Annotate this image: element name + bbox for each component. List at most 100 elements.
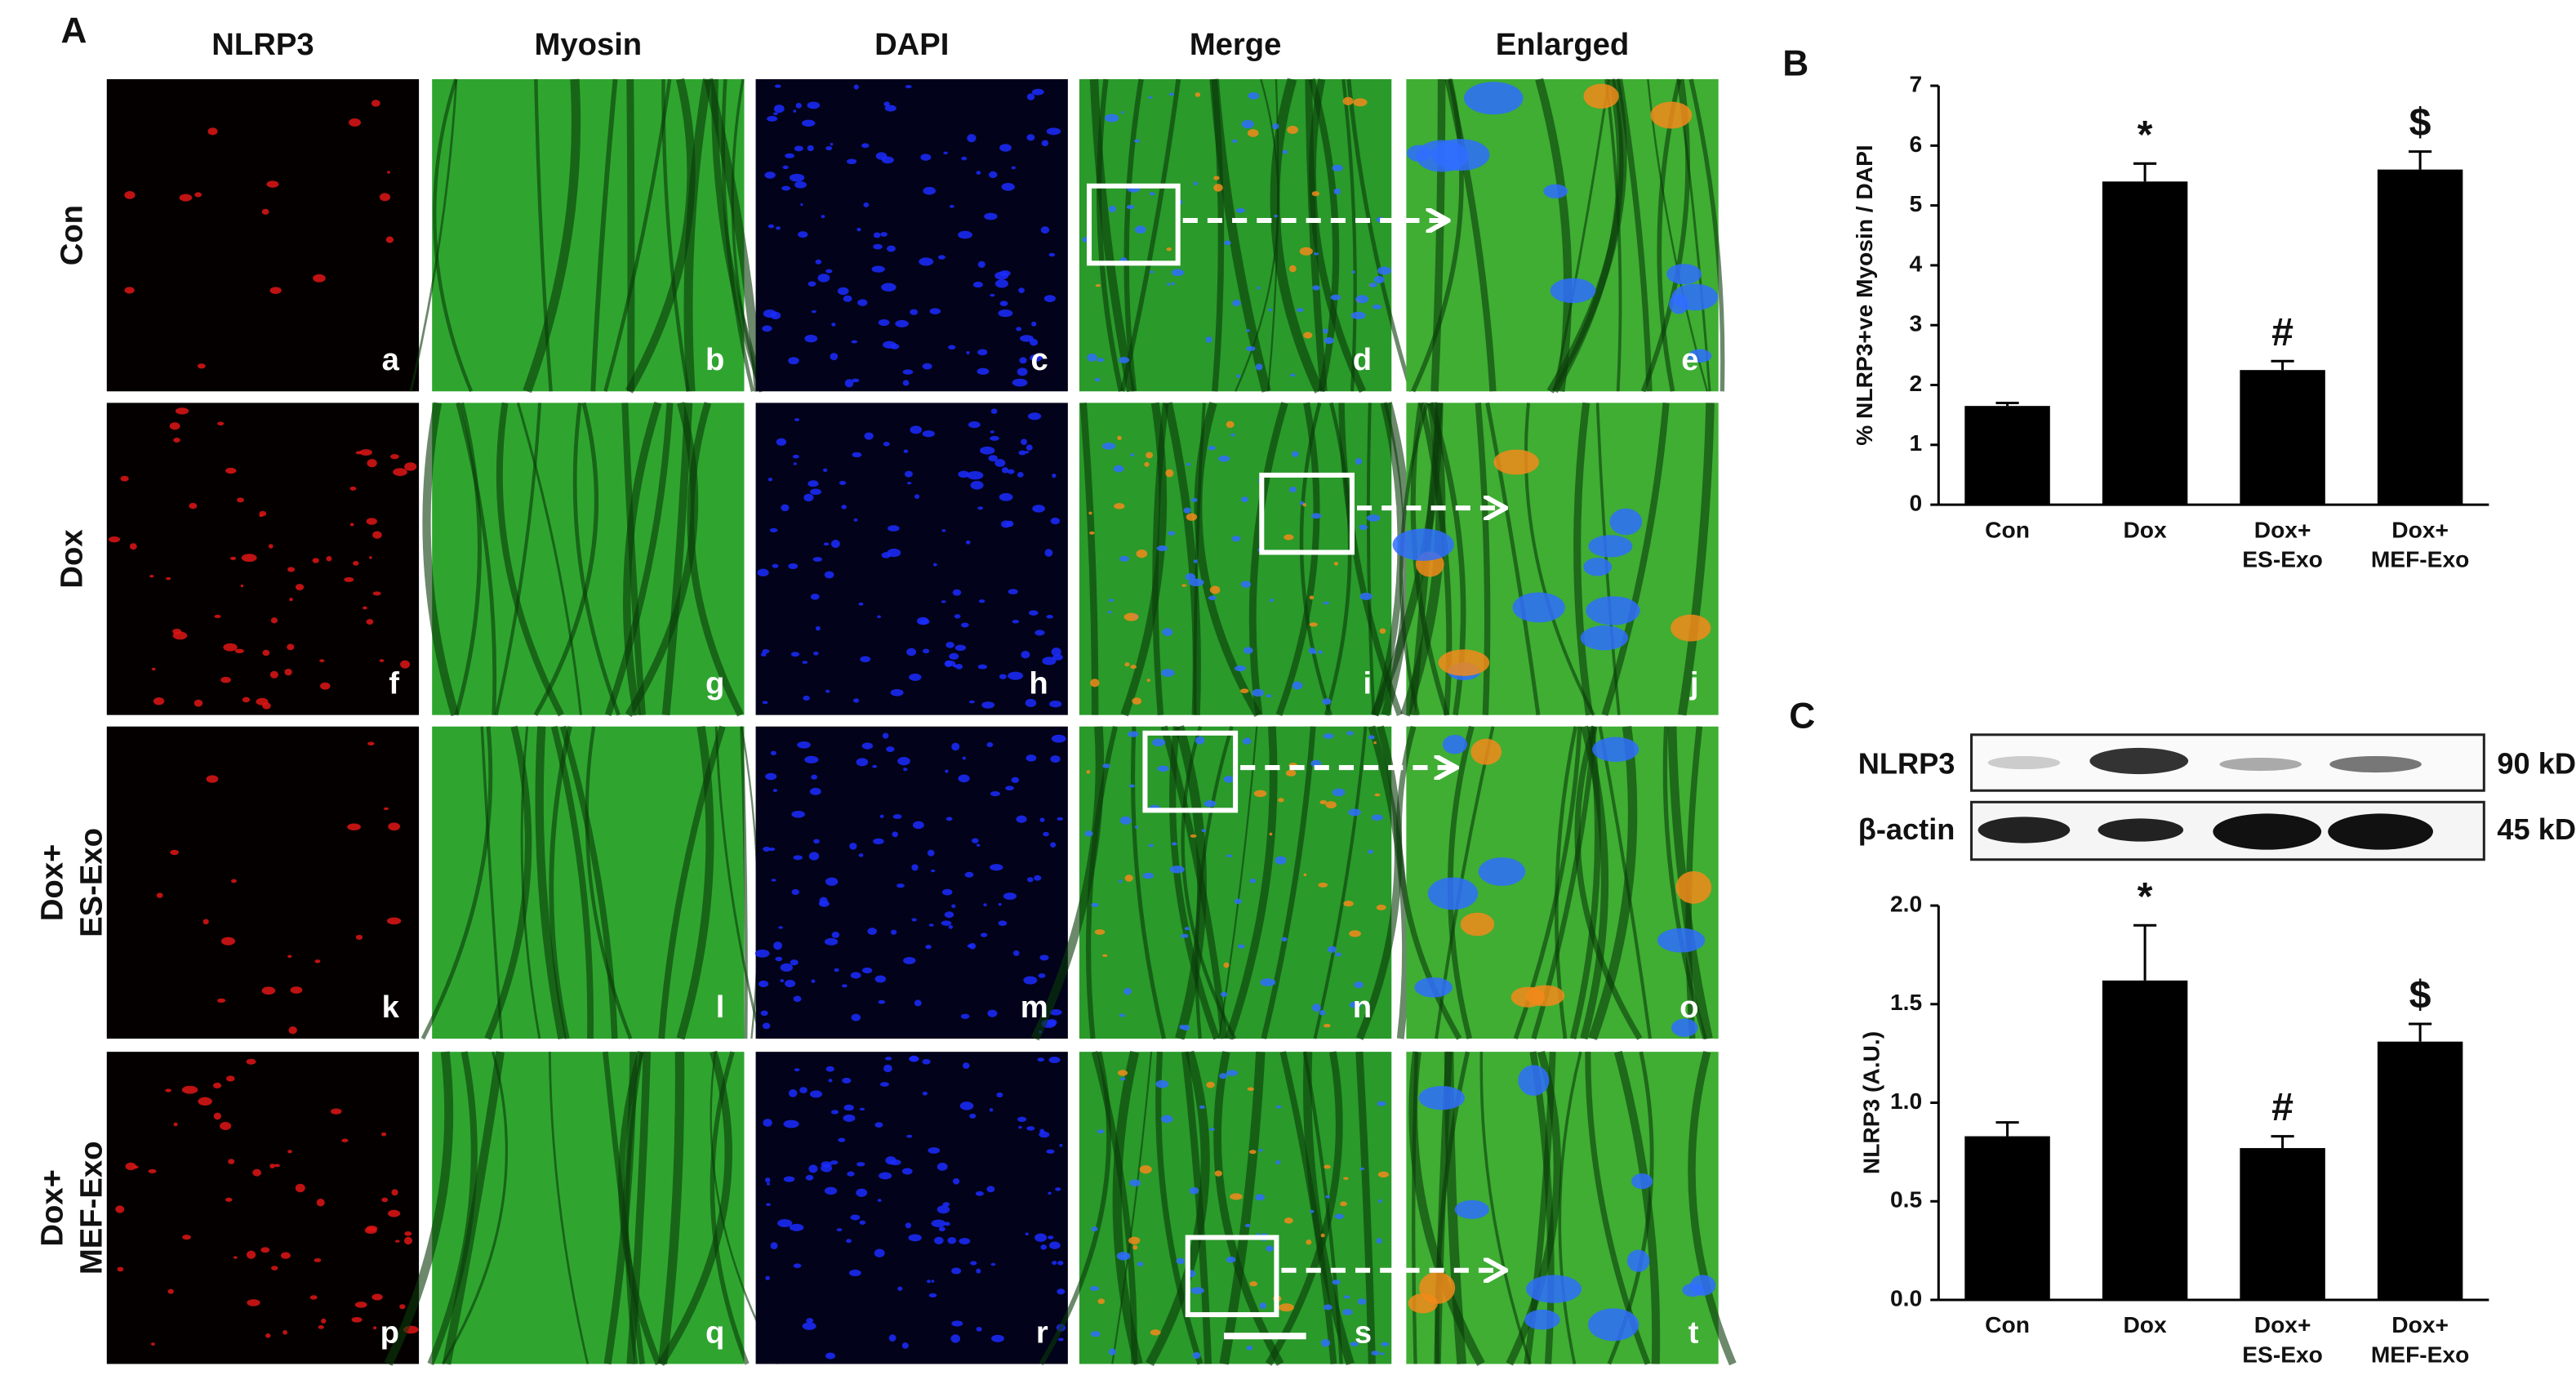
micro-dot xyxy=(1269,599,1274,603)
micro-dot xyxy=(873,243,883,250)
micrograph xyxy=(1396,725,1719,1040)
micro-dot xyxy=(830,353,839,361)
micrograph-bg xyxy=(755,403,1068,715)
fiber-shadow xyxy=(657,1052,685,1365)
micro-dot xyxy=(1018,1125,1022,1129)
micro-dot xyxy=(765,1177,771,1183)
micro-dot xyxy=(151,667,156,671)
micro-dot xyxy=(1226,1256,1236,1263)
micro-dot xyxy=(393,468,407,476)
micro-dot xyxy=(775,956,783,962)
micro-dot xyxy=(1091,1226,1098,1232)
micro-dot xyxy=(999,270,1011,277)
micro-dot xyxy=(220,1121,232,1130)
micro-dot xyxy=(1377,1171,1389,1178)
micro-dot xyxy=(1226,421,1235,429)
micro-dot xyxy=(1011,166,1016,170)
micro-dot xyxy=(1113,465,1124,473)
micro-dot xyxy=(883,442,890,447)
micrograph xyxy=(1406,1050,1737,1367)
micro-dot xyxy=(794,1068,800,1072)
micro-dot xyxy=(1040,226,1050,234)
micro-dot xyxy=(819,897,828,906)
row-label: Dox+ MEF-Exo xyxy=(34,1141,109,1275)
panel-label: A xyxy=(61,11,87,51)
micro-dot xyxy=(1682,1283,1704,1297)
panel-letter: n xyxy=(1353,990,1372,1025)
micro-dot xyxy=(1464,82,1524,115)
micro-dot xyxy=(1350,1342,1359,1346)
micro-dot xyxy=(1239,688,1249,693)
micro-dot xyxy=(1371,1351,1380,1355)
micro-dot xyxy=(354,1302,367,1308)
micro-dot xyxy=(767,224,775,229)
micrograph xyxy=(106,403,420,715)
micro-dot xyxy=(1246,345,1256,351)
micro-dot xyxy=(266,180,279,188)
micro-dot xyxy=(825,145,833,151)
micro-dot xyxy=(1050,517,1061,525)
micro-dot xyxy=(369,556,372,559)
micro-dot xyxy=(1213,184,1223,192)
fiber-shadow xyxy=(1313,726,1368,1039)
micro-dot xyxy=(394,1239,400,1243)
micro-dot xyxy=(371,1293,383,1301)
micro-dot xyxy=(1311,1004,1321,1012)
micro-dot xyxy=(781,185,791,191)
micro-dot xyxy=(762,1022,771,1030)
bar xyxy=(1964,1136,2050,1300)
micro-dot xyxy=(1102,954,1108,957)
x-tick-label-box: Dox+ MEF-Exo xyxy=(2371,516,2470,572)
y-axis-label: % NLRP3+ve Myosin / DAPI xyxy=(1852,145,1877,445)
micro-dot xyxy=(1244,647,1253,654)
micro-dot xyxy=(1101,442,1116,450)
fiber-shadow xyxy=(658,725,726,1039)
micro-dot xyxy=(780,979,785,983)
micro-dot xyxy=(996,1092,1003,1098)
micro-dot xyxy=(958,774,970,783)
micro-dot xyxy=(233,1256,238,1259)
micro-dot xyxy=(1253,790,1267,798)
micro-dot xyxy=(1543,184,1568,198)
micro-dot xyxy=(975,1190,984,1196)
micro-dot xyxy=(280,1252,291,1259)
micro-dot xyxy=(1248,1150,1257,1155)
micro-dot xyxy=(903,768,908,772)
panel-letter: e xyxy=(1681,342,1698,377)
micro-dot xyxy=(1026,1126,1035,1131)
micro-dot xyxy=(1208,595,1217,600)
micro-dot xyxy=(761,652,767,657)
panel-letter: k xyxy=(382,990,400,1025)
micro-dot xyxy=(966,350,970,355)
micro-dot xyxy=(1588,1308,1639,1342)
micro-dot xyxy=(864,432,874,440)
micro-dot xyxy=(287,567,296,572)
micro-dot xyxy=(793,462,797,465)
micro-dot xyxy=(1223,776,1234,783)
micro-dot xyxy=(1034,630,1045,636)
micro-dot xyxy=(958,470,970,478)
micro-dot xyxy=(1525,985,1565,1007)
micro-dot xyxy=(986,741,994,748)
micro-dot xyxy=(878,999,886,1004)
micro-dot xyxy=(391,1189,398,1196)
fiber-shadow xyxy=(1155,1051,1203,1365)
micro-dot xyxy=(1289,265,1297,273)
micro-dot xyxy=(1097,1129,1105,1134)
micro-dot xyxy=(1371,814,1383,821)
micro-dot xyxy=(381,1197,389,1203)
micro-dot xyxy=(1319,800,1328,805)
micro-dot xyxy=(912,821,924,830)
micro-dot xyxy=(1007,469,1015,474)
micro-dot xyxy=(875,152,888,160)
micro-dot xyxy=(1231,536,1241,542)
micro-dot xyxy=(1199,1105,1205,1109)
micro-dot xyxy=(859,1107,865,1111)
blot-band xyxy=(2213,813,2322,850)
micro-dot xyxy=(213,1112,221,1120)
micro-dot xyxy=(788,357,799,365)
micro-dot xyxy=(1094,377,1101,382)
micro-dot xyxy=(1030,354,1043,362)
fiber-shadow xyxy=(1366,403,1376,715)
micro-dot xyxy=(1086,770,1091,774)
